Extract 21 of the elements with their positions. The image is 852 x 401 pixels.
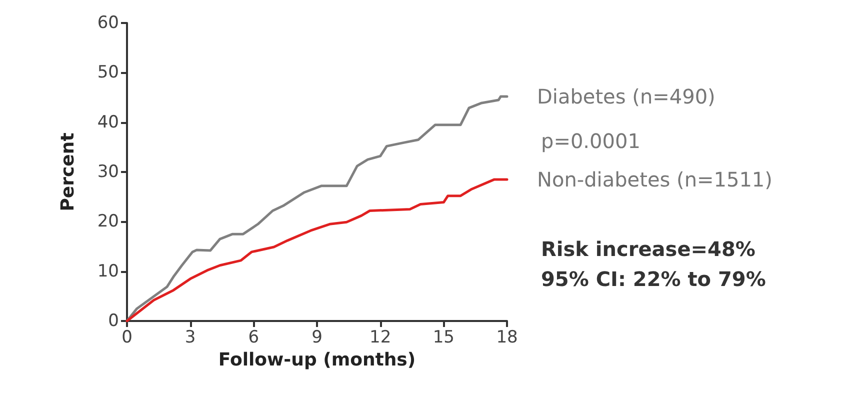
text: p=0.0001 — [541, 129, 640, 153]
x-tick-label: 0 — [122, 328, 132, 348]
y-tick-label: 20 — [97, 212, 119, 232]
x-axis-title: Follow-up (months) — [218, 350, 416, 370]
y-tick-label: 30 — [97, 162, 119, 182]
y-tick-label: 10 — [97, 261, 119, 282]
y-tick-label: 40 — [97, 112, 119, 132]
x-tick-label: 12 — [370, 328, 392, 348]
text: Risk increase=48% — [541, 237, 756, 261]
series-label: Diabetes (n=490) — [537, 84, 716, 109]
series-label: Non-diabetes (n=1511) — [537, 167, 772, 192]
x-tick-label: 6 — [248, 328, 260, 348]
x-tick-label: 18 — [496, 328, 518, 348]
y-tick-label: 50 — [97, 62, 119, 83]
y-tick-label: 60 — [97, 13, 119, 33]
x-tick-label: 9 — [312, 328, 322, 348]
y-tick-label: 0 — [108, 311, 119, 331]
x-tick-label: 3 — [184, 328, 196, 348]
y-axis-title: Percent — [58, 132, 78, 212]
text: 95% CI: 22% to 79% — [541, 267, 766, 291]
x-tick-label: 15 — [432, 328, 454, 348]
